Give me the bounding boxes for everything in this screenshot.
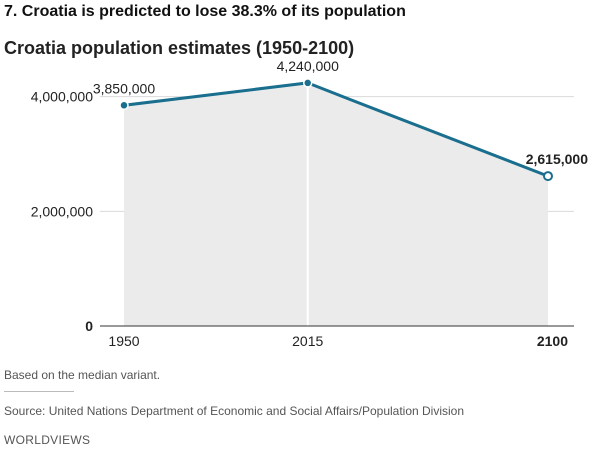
x-tick-label: 1950 xyxy=(108,333,139,349)
brand-label: WORLDVIEWS xyxy=(4,433,91,447)
data-value-label: 4,240,000 xyxy=(277,58,339,74)
headline: 7. Croatia is predicted to lose 38.3% of… xyxy=(4,3,406,20)
data-markers xyxy=(119,78,553,182)
population-line xyxy=(123,81,549,178)
y-tick-label: 2,000,000 xyxy=(31,203,93,219)
axis-and-data-labels: 0 2,000,000 4,000,000 1950 2015 2100 3,850,000… xyxy=(31,58,588,349)
footnote-divider xyxy=(4,391,74,392)
data-point-marker xyxy=(543,171,553,182)
population-area xyxy=(124,82,548,327)
y-tick-label: 0 xyxy=(85,318,93,334)
chart-title: Croatia population estimates (1950-2100) xyxy=(4,38,355,58)
data-point-marker xyxy=(302,78,313,88)
x-tick-label: 2100 xyxy=(537,333,568,349)
data-point-marker xyxy=(119,100,129,111)
source-credit: Source: United Nations Department of Eco… xyxy=(4,404,465,418)
y-tick-label: 4,000,000 xyxy=(31,89,93,105)
footnote: Based on the median variant. xyxy=(4,368,161,382)
x-tick-label: 2015 xyxy=(292,333,323,349)
data-value-label: 3,850,000 xyxy=(93,80,155,96)
data-value-label: 2,615,000 xyxy=(526,151,588,167)
population-chart: 0 2,000,000 4,000,000 1950 2015 2100 3,850,000… xyxy=(31,58,588,349)
